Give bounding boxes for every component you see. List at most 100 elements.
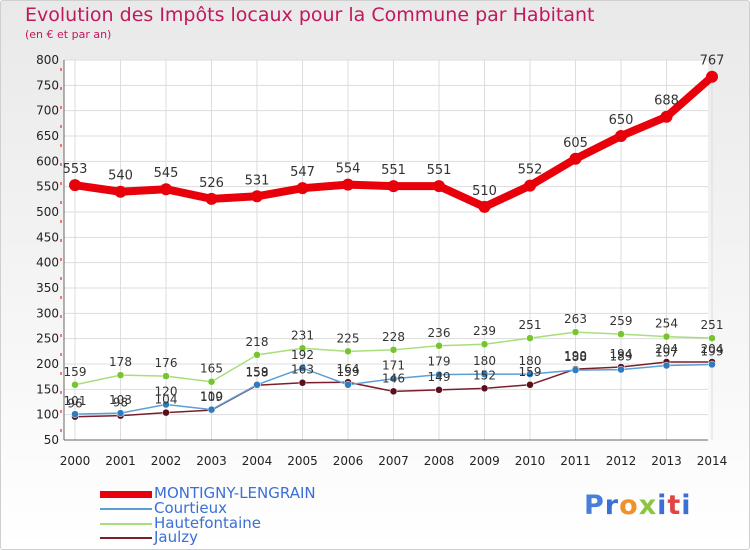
logo-letter: o bbox=[619, 490, 639, 521]
data-label: 176 bbox=[155, 356, 178, 370]
data-label: 103 bbox=[109, 393, 132, 407]
data-point bbox=[435, 342, 443, 350]
data-point bbox=[435, 386, 443, 394]
data-label: 179 bbox=[428, 355, 451, 369]
data-point bbox=[116, 409, 125, 417]
data-point bbox=[662, 332, 671, 341]
data-label: 204 bbox=[701, 342, 724, 356]
x-tick-label: 2003 bbox=[196, 454, 227, 468]
data-point bbox=[617, 330, 625, 338]
data-point bbox=[480, 384, 489, 393]
logo-letter: t bbox=[667, 490, 682, 521]
legend-swatch-courtieux bbox=[100, 508, 152, 510]
data-point bbox=[162, 400, 170, 409]
data-point bbox=[298, 378, 307, 387]
data-point bbox=[207, 405, 216, 414]
data-label: 109 bbox=[200, 390, 223, 404]
x-tick-label: 2002 bbox=[151, 454, 182, 468]
data-label: 554 bbox=[336, 162, 361, 177]
legend-swatch-jaulzy bbox=[100, 537, 152, 539]
data-point bbox=[162, 408, 170, 417]
data-label: 605 bbox=[563, 136, 588, 151]
data-label: 180 bbox=[519, 354, 542, 368]
data-label: 254 bbox=[655, 317, 678, 331]
data-point bbox=[160, 183, 172, 196]
legend-label-montigny: MONTIGNY-LENGRAIN bbox=[154, 484, 316, 502]
logo-letter: r bbox=[604, 490, 620, 521]
data-point bbox=[298, 344, 307, 353]
data-point bbox=[480, 370, 489, 378]
data-label: 171 bbox=[382, 359, 405, 373]
data-point bbox=[162, 372, 170, 380]
data-label: 98 bbox=[113, 396, 128, 410]
x-tick-label: 2012 bbox=[606, 454, 637, 468]
logo-letter: i bbox=[657, 490, 668, 521]
data-label: 101 bbox=[64, 394, 87, 408]
x-tick-label: 2004 bbox=[242, 454, 273, 468]
data-point bbox=[389, 346, 398, 354]
data-label: 178 bbox=[109, 355, 132, 369]
data-point bbox=[708, 334, 716, 342]
data-point bbox=[116, 371, 125, 379]
data-point bbox=[433, 180, 445, 193]
data-label: 159 bbox=[64, 365, 87, 379]
data-label: 551 bbox=[427, 163, 452, 178]
data-point bbox=[71, 381, 79, 389]
y-tick-label: 250 bbox=[36, 332, 59, 346]
data-point bbox=[524, 179, 536, 192]
data-label: 159 bbox=[519, 365, 542, 379]
y-tick-label: 100 bbox=[36, 408, 59, 422]
data-point bbox=[526, 381, 534, 389]
data-point bbox=[69, 179, 81, 192]
y-tick-label: 50 bbox=[44, 433, 59, 447]
data-point bbox=[615, 130, 627, 142]
proxiti-logo: Proxiti bbox=[584, 490, 692, 521]
data-label: 120 bbox=[155, 385, 178, 399]
y-tick-label: 500 bbox=[36, 205, 59, 219]
data-label: 197 bbox=[655, 346, 678, 360]
data-point bbox=[387, 180, 400, 193]
data-point bbox=[708, 360, 716, 369]
data-label: 192 bbox=[291, 348, 314, 362]
y-tick-label: 700 bbox=[36, 104, 59, 118]
data-point bbox=[344, 381, 352, 389]
data-label: 263 bbox=[564, 312, 587, 326]
data-label: 199 bbox=[701, 345, 724, 359]
data-label: 526 bbox=[199, 176, 224, 191]
data-label: 190 bbox=[564, 349, 587, 363]
data-label: 767 bbox=[700, 54, 725, 69]
legend-label-hautefontaine: Hautefontaine bbox=[154, 514, 262, 532]
data-point bbox=[435, 370, 443, 379]
data-point bbox=[207, 377, 216, 386]
data-point bbox=[344, 347, 352, 356]
data-point bbox=[478, 200, 491, 213]
data-label: 547 bbox=[290, 165, 315, 180]
logo-letter: i bbox=[681, 490, 692, 521]
y-tick-label: 650 bbox=[36, 129, 59, 143]
x-tick-label: 2006 bbox=[333, 454, 364, 468]
data-point bbox=[205, 192, 218, 205]
data-label: 159 bbox=[337, 365, 360, 379]
data-point bbox=[571, 366, 580, 374]
x-tick-label: 2000 bbox=[60, 454, 91, 468]
data-label: 159 bbox=[246, 365, 269, 379]
legend-swatch-hautefontaine bbox=[100, 523, 152, 525]
data-label: 545 bbox=[154, 166, 179, 181]
y-tick-label: 600 bbox=[36, 154, 59, 168]
data-label: 180 bbox=[473, 354, 496, 368]
data-point bbox=[342, 178, 354, 191]
data-point bbox=[617, 365, 625, 374]
y-tick-label: 550 bbox=[36, 180, 59, 194]
data-label: 218 bbox=[246, 335, 269, 349]
data-point bbox=[71, 410, 79, 418]
x-tick-label: 2010 bbox=[515, 454, 546, 468]
chart-subtitle: (en € et par an) bbox=[25, 28, 112, 41]
legend-label-jaulzy: Jaulzy bbox=[154, 528, 199, 546]
data-point bbox=[526, 370, 534, 378]
legend-swatch-montigny bbox=[100, 491, 152, 498]
data-label: 510 bbox=[472, 184, 497, 199]
data-label: 104 bbox=[155, 393, 178, 407]
data-label: 146 bbox=[382, 371, 405, 385]
data-point bbox=[298, 364, 307, 372]
